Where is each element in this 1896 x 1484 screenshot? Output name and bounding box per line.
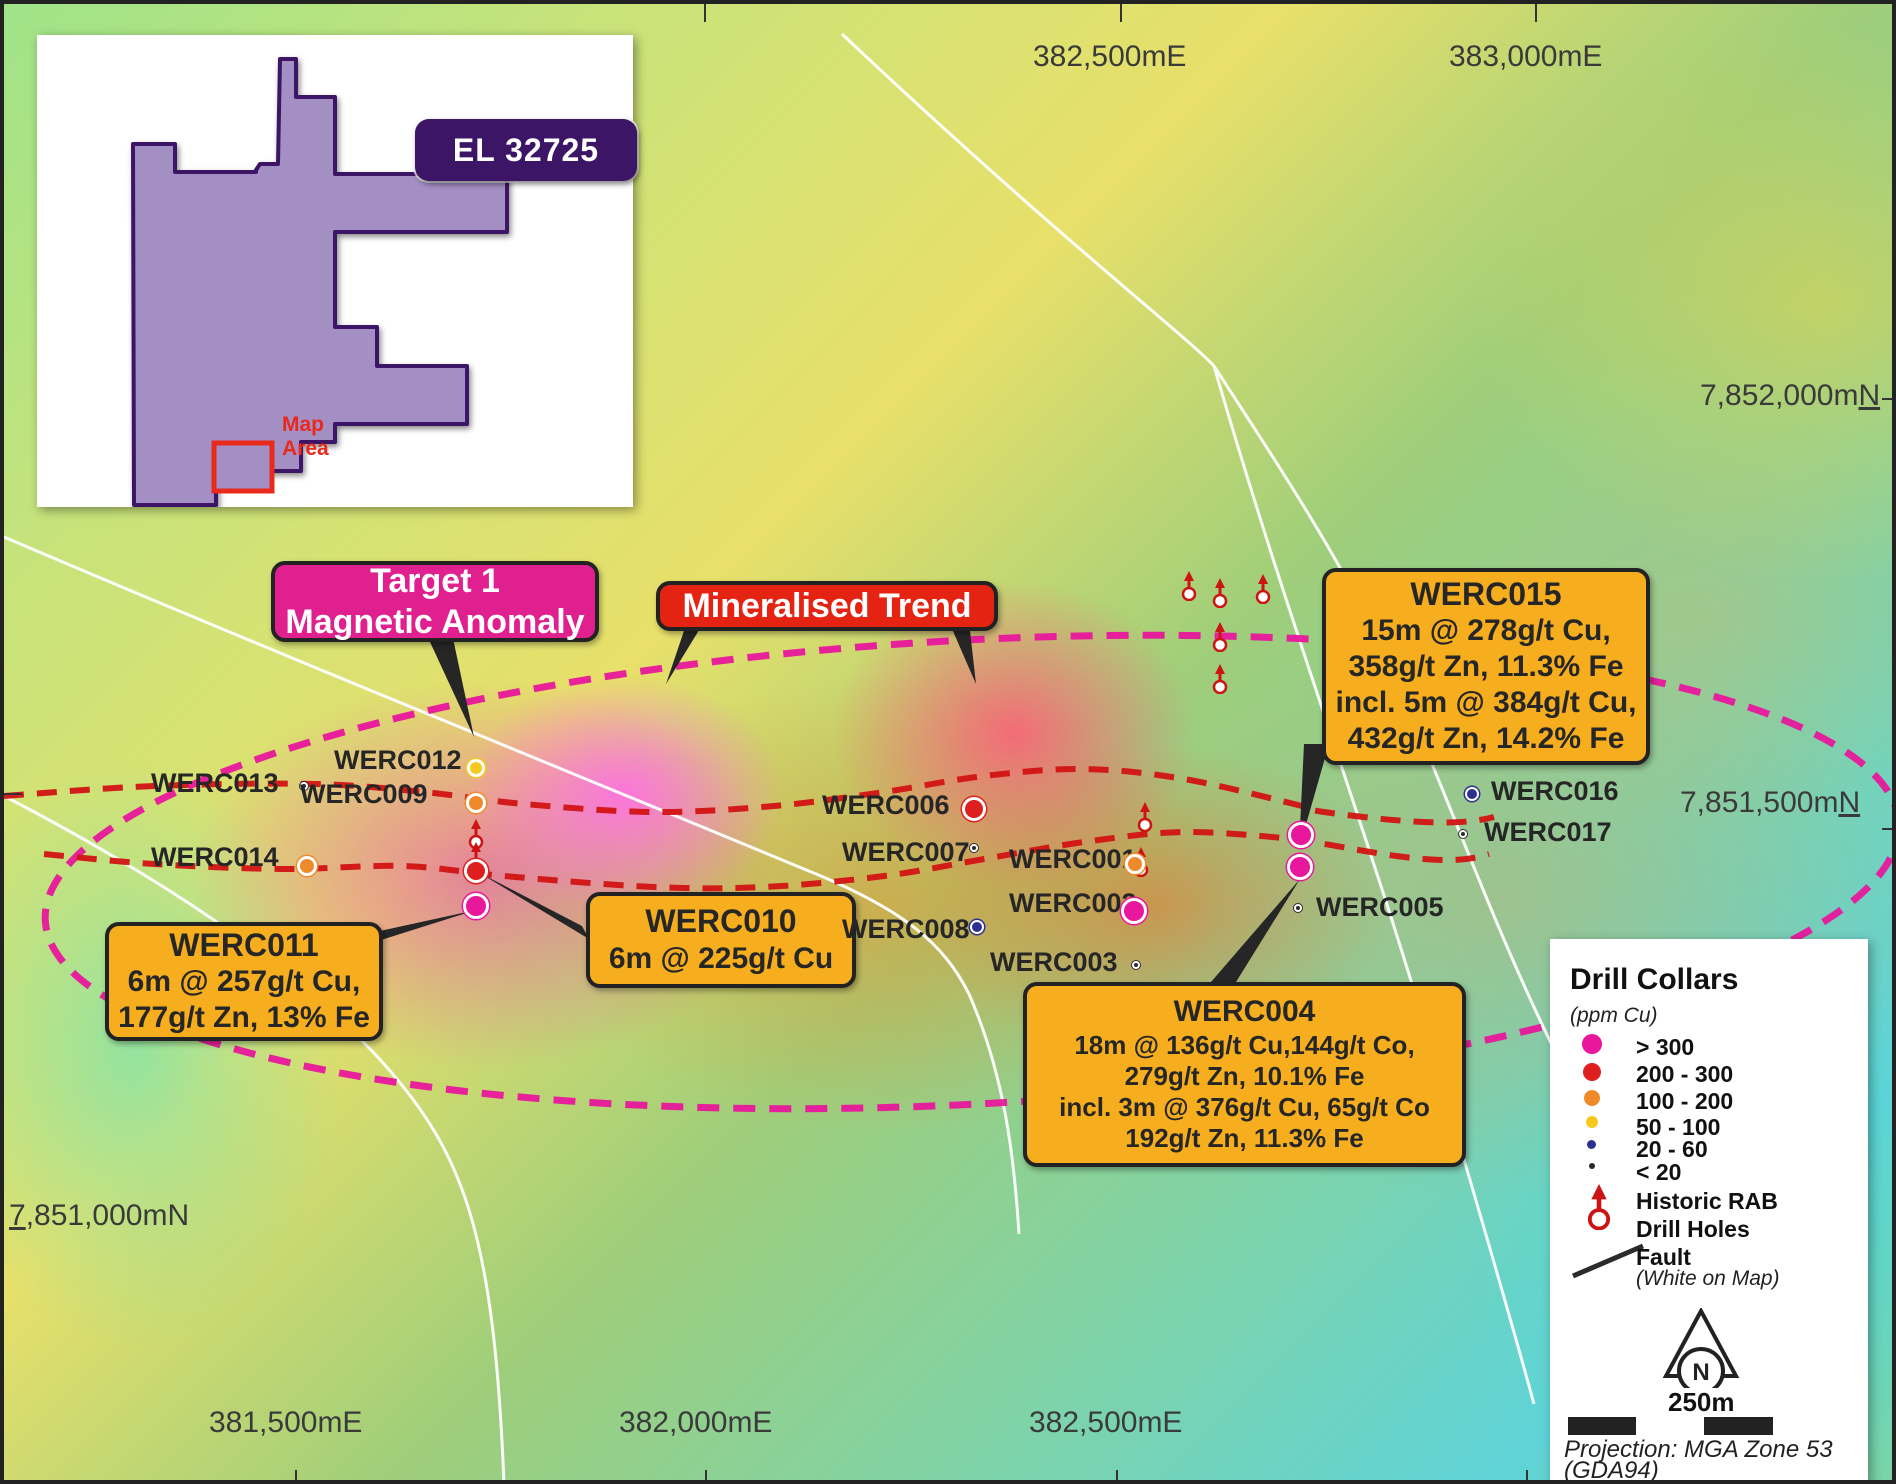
svg-text:N: N [1692, 1359, 1709, 1386]
